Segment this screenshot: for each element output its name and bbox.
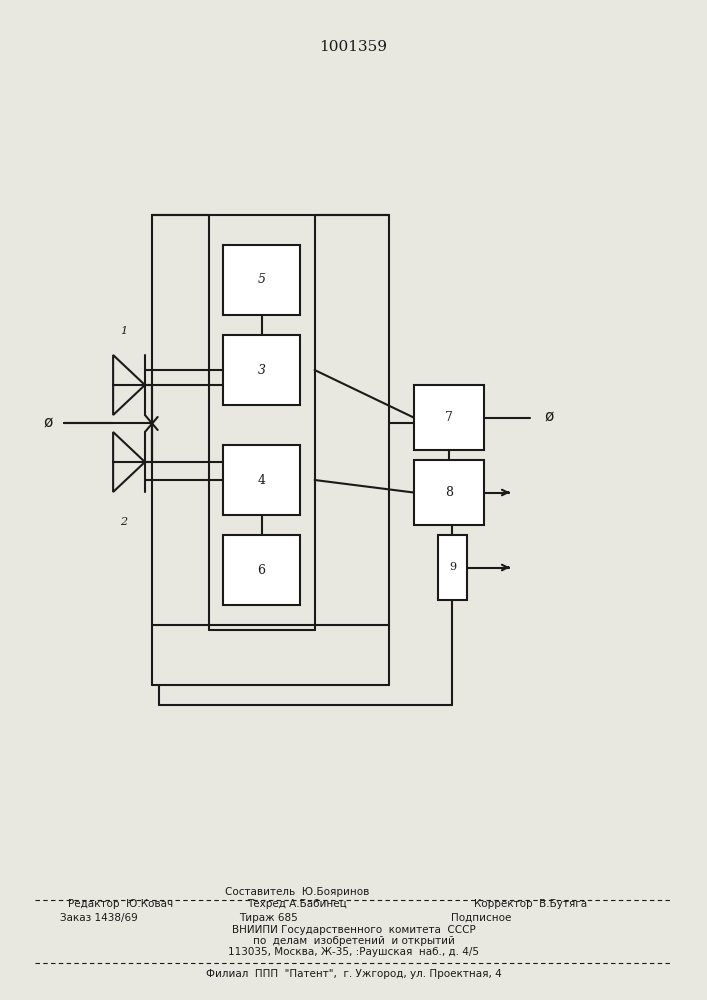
Text: 6: 6 [257,563,266,576]
Text: Редактор  Ю.Ковач: Редактор Ю.Ковач [68,899,173,909]
Text: Филиал  ППП  "Патент",  г. Ужгород, ул. Проектная, 4: Филиал ППП "Патент", г. Ужгород, ул. Про… [206,969,501,979]
FancyBboxPatch shape [223,535,300,605]
Text: ø: ø [544,410,554,425]
Text: 8: 8 [445,486,453,499]
Text: 5: 5 [257,273,266,286]
FancyBboxPatch shape [223,335,300,405]
Text: 3: 3 [257,363,266,376]
Text: 1: 1 [120,326,127,336]
Text: 9: 9 [449,562,456,572]
FancyBboxPatch shape [223,445,300,515]
Text: Подписное: Подписное [450,913,511,923]
Text: 7: 7 [445,411,453,424]
Text: по  делам  изобретений  и открытий: по делам изобретений и открытий [252,936,455,946]
Text: 113035, Москва, Ж-35, :Раушская  наб., д. 4/5: 113035, Москва, Ж-35, :Раушская наб., д.… [228,947,479,957]
Text: Корректор  В.Бутяга: Корректор В.Бутяга [474,899,587,909]
Text: Техред А.Бабинец: Техред А.Бабинец [247,899,347,909]
Text: Составитель  Ю.Бояринов: Составитель Ю.Бояринов [225,887,369,897]
Text: 4: 4 [257,474,266,487]
FancyBboxPatch shape [414,460,484,525]
Text: 2: 2 [120,517,127,527]
FancyBboxPatch shape [438,535,467,600]
Text: ВНИИПИ Государственного  комитета  СССР: ВНИИПИ Государственного комитета СССР [232,925,475,935]
FancyBboxPatch shape [223,245,300,315]
Text: ø: ø [44,416,53,430]
FancyBboxPatch shape [414,385,484,450]
Text: 1001359: 1001359 [320,40,387,54]
Text: Заказ 1438/69: Заказ 1438/69 [60,913,138,923]
Text: Тираж 685: Тираж 685 [239,913,298,923]
FancyBboxPatch shape [152,215,389,625]
